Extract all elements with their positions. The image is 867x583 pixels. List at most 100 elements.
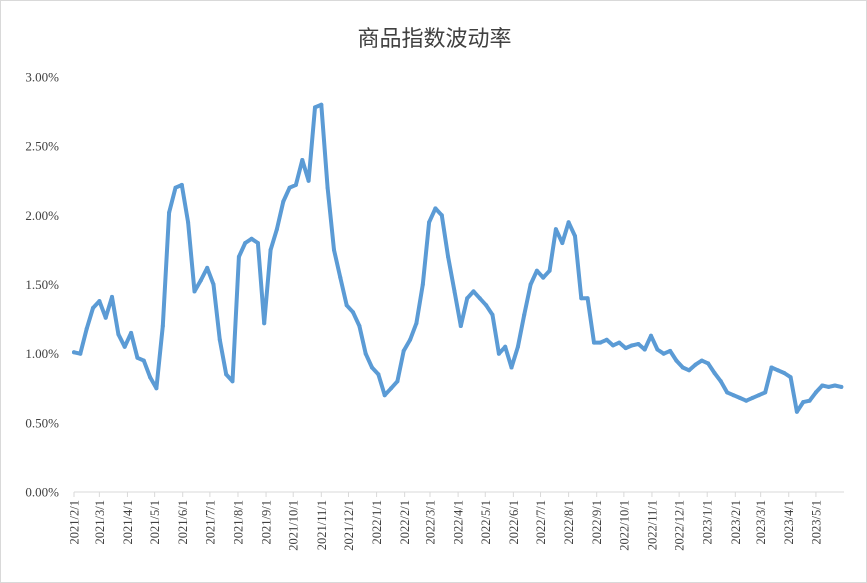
data-point — [573, 234, 577, 239]
x-tick-label: 2022/1/1 — [370, 500, 384, 544]
data-point — [737, 395, 742, 400]
data-point — [763, 390, 768, 395]
data-point — [72, 350, 76, 355]
x-tick-label: 2021/6/1 — [176, 500, 190, 544]
data-point — [300, 158, 305, 162]
data-point — [509, 365, 514, 370]
data-point — [604, 337, 609, 342]
data-point — [332, 247, 336, 252]
y-tick-label: 3.00% — [25, 70, 59, 85]
y-tick-label: 1.00% — [25, 346, 59, 361]
data-point — [788, 375, 793, 380]
x-tick-label: 2021/8/1 — [231, 500, 245, 544]
x-axis: 2021/2/1 2021/3/1 2021/4/1 2021/5/1 2021/6/1… — [68, 491, 844, 551]
data-point — [376, 372, 381, 377]
data-point — [528, 282, 533, 287]
data-point — [433, 206, 438, 211]
data-point — [103, 315, 108, 320]
data-point — [712, 371, 717, 375]
data-point — [477, 296, 482, 301]
data-point — [794, 409, 799, 414]
data-point — [560, 241, 565, 245]
data-point — [769, 365, 774, 370]
x-tick-label: 2022/7/1 — [534, 500, 548, 544]
x-tick-label: 2022/10/1 — [617, 500, 631, 551]
data-point — [642, 347, 647, 352]
data-point — [382, 393, 387, 398]
x-tick-label: 2021/9/1 — [260, 500, 274, 544]
data-point — [313, 105, 317, 110]
data-point — [807, 398, 812, 403]
data-point — [243, 241, 248, 245]
data-point — [813, 390, 818, 395]
data-point — [274, 227, 279, 232]
x-tick-label: 2021/3/1 — [93, 500, 107, 544]
x-tick-label: 2021/12/1 — [342, 500, 356, 551]
data-point — [338, 275, 343, 280]
data-point — [680, 365, 685, 370]
data-point — [167, 210, 172, 215]
series-layer — [72, 102, 844, 414]
data-point — [718, 379, 723, 384]
data-point — [357, 324, 362, 328]
data-point — [363, 351, 368, 356]
data-point — [623, 346, 628, 351]
data-point — [414, 321, 419, 326]
data-point — [515, 344, 520, 349]
data-point — [553, 227, 558, 232]
data-point — [224, 372, 229, 377]
x-tick-label: 2023/3/1 — [754, 500, 768, 544]
data-point — [192, 289, 197, 294]
data-point — [826, 384, 831, 389]
x-tick-label: 2022/8/1 — [562, 500, 576, 544]
data-point — [617, 340, 622, 345]
data-point — [344, 303, 349, 308]
x-tick-label: 2021/10/1 — [287, 500, 301, 551]
x-tick-label: 2022/6/1 — [507, 500, 521, 544]
data-point — [84, 326, 89, 331]
data-point — [750, 395, 755, 400]
data-point — [687, 368, 692, 373]
x-tick-label: 2021/4/1 — [121, 500, 135, 544]
x-tick-label: 2022/11/1 — [645, 500, 659, 550]
data-point — [408, 337, 413, 342]
data-point — [471, 289, 476, 294]
data-point — [547, 268, 552, 273]
data-point — [706, 361, 711, 366]
data-point — [262, 321, 267, 326]
data-point — [534, 268, 539, 273]
data-point — [217, 337, 222, 342]
data-point — [661, 351, 666, 356]
data-point — [490, 312, 495, 317]
data-point — [249, 236, 254, 241]
data-point — [731, 393, 736, 398]
data-point — [129, 330, 134, 335]
x-tick-label: 2022/3/1 — [424, 500, 438, 544]
data-point — [592, 340, 596, 345]
y-tick-label: 0.00% — [25, 485, 59, 500]
x-tick-label: 2022/9/1 — [590, 500, 604, 544]
x-tick-label: 2023/1/1 — [701, 500, 715, 544]
data-point — [839, 384, 844, 389]
data-point — [281, 199, 286, 204]
data-point — [725, 390, 730, 395]
x-tick-label: 2021/2/1 — [68, 500, 82, 544]
data-point — [141, 358, 146, 363]
x-tick-label: 2022/5/1 — [479, 500, 493, 544]
data-point — [255, 241, 260, 245]
data-point — [465, 296, 470, 301]
y-tick-label: 2.50% — [25, 139, 59, 154]
data-point — [756, 393, 761, 398]
data-point — [154, 386, 159, 391]
x-tick-label: 2022/4/1 — [452, 500, 466, 544]
data-point — [110, 294, 114, 299]
x-tick-label: 2023/5/1 — [809, 500, 823, 544]
data-point — [655, 347, 660, 352]
data-point — [173, 185, 178, 190]
data-point — [325, 185, 330, 190]
data-point — [566, 220, 571, 225]
data-point — [693, 362, 698, 367]
data-point — [775, 368, 780, 373]
data-point — [198, 278, 203, 283]
y-tick-label: 0.50% — [25, 415, 59, 430]
